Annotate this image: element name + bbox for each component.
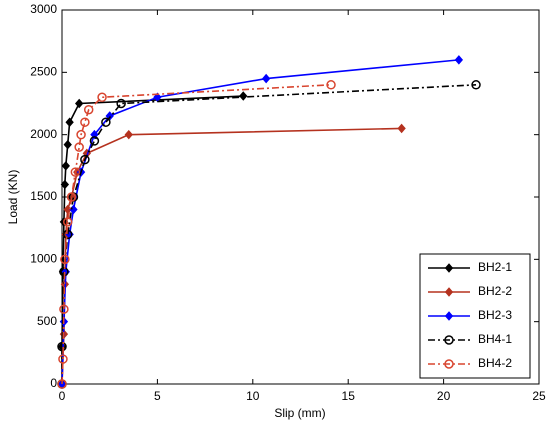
data-point [471, 80, 481, 90]
data-point [58, 354, 68, 364]
legend-label: BH2-2 [478, 284, 512, 298]
data-point [57, 341, 67, 352]
legend-label: BH4-2 [478, 356, 512, 370]
legend-label: BH4-1 [478, 332, 512, 346]
y-tick-label: 0 [50, 376, 57, 390]
data-point [80, 117, 90, 127]
data-point [70, 167, 81, 177]
data-point [80, 154, 90, 165]
y-tick-label: 500 [37, 314, 57, 328]
series-line [61, 84, 332, 385]
data-point [90, 129, 99, 140]
data-point [61, 161, 70, 171]
legend-marker [444, 359, 454, 369]
data-point [75, 98, 84, 109]
legend-marker [444, 335, 454, 345]
x-tick-label: 25 [532, 389, 546, 403]
legend-marker [444, 311, 454, 321]
data-point [60, 254, 70, 265]
x-tick-label: 15 [342, 389, 356, 403]
x-axis-label: Slip (mm) [274, 406, 325, 420]
data-point [62, 217, 73, 227]
data-point [83, 104, 94, 115]
legend-marker [444, 287, 454, 297]
x-tick-label: 20 [437, 389, 451, 403]
y-axis-label: Load (KN) [6, 170, 20, 225]
y-tick-label: 2500 [30, 65, 57, 79]
data-point [326, 80, 336, 90]
data-point [101, 117, 111, 127]
data-point [239, 91, 248, 101]
x-tick-label: 5 [154, 389, 161, 403]
y-tick-label: 1000 [30, 252, 57, 266]
data-point [261, 73, 271, 84]
data-point [59, 304, 69, 314]
legend-label: BH2-3 [478, 308, 512, 322]
data-point [454, 55, 464, 65]
legend-label: BH2-1 [478, 260, 512, 274]
data-point [57, 379, 67, 389]
x-tick-label: 0 [59, 389, 66, 403]
data-point [66, 192, 77, 202]
data-point [63, 139, 72, 150]
data-point [397, 123, 406, 134]
data-point [74, 142, 84, 152]
series-line [61, 95, 244, 384]
x-tick-label: 10 [246, 389, 260, 403]
y-tick-label: 2000 [30, 127, 57, 141]
legend-marker [444, 263, 454, 273]
data-point [60, 179, 70, 190]
data-point [97, 92, 107, 103]
data-point [65, 117, 74, 127]
data-point [124, 129, 133, 140]
data-point [116, 98, 126, 109]
data-point [76, 129, 86, 140]
y-tick-label: 3000 [30, 2, 57, 16]
series-line [61, 84, 477, 384]
data-point [89, 136, 100, 146]
y-tick-label: 1500 [30, 189, 57, 203]
